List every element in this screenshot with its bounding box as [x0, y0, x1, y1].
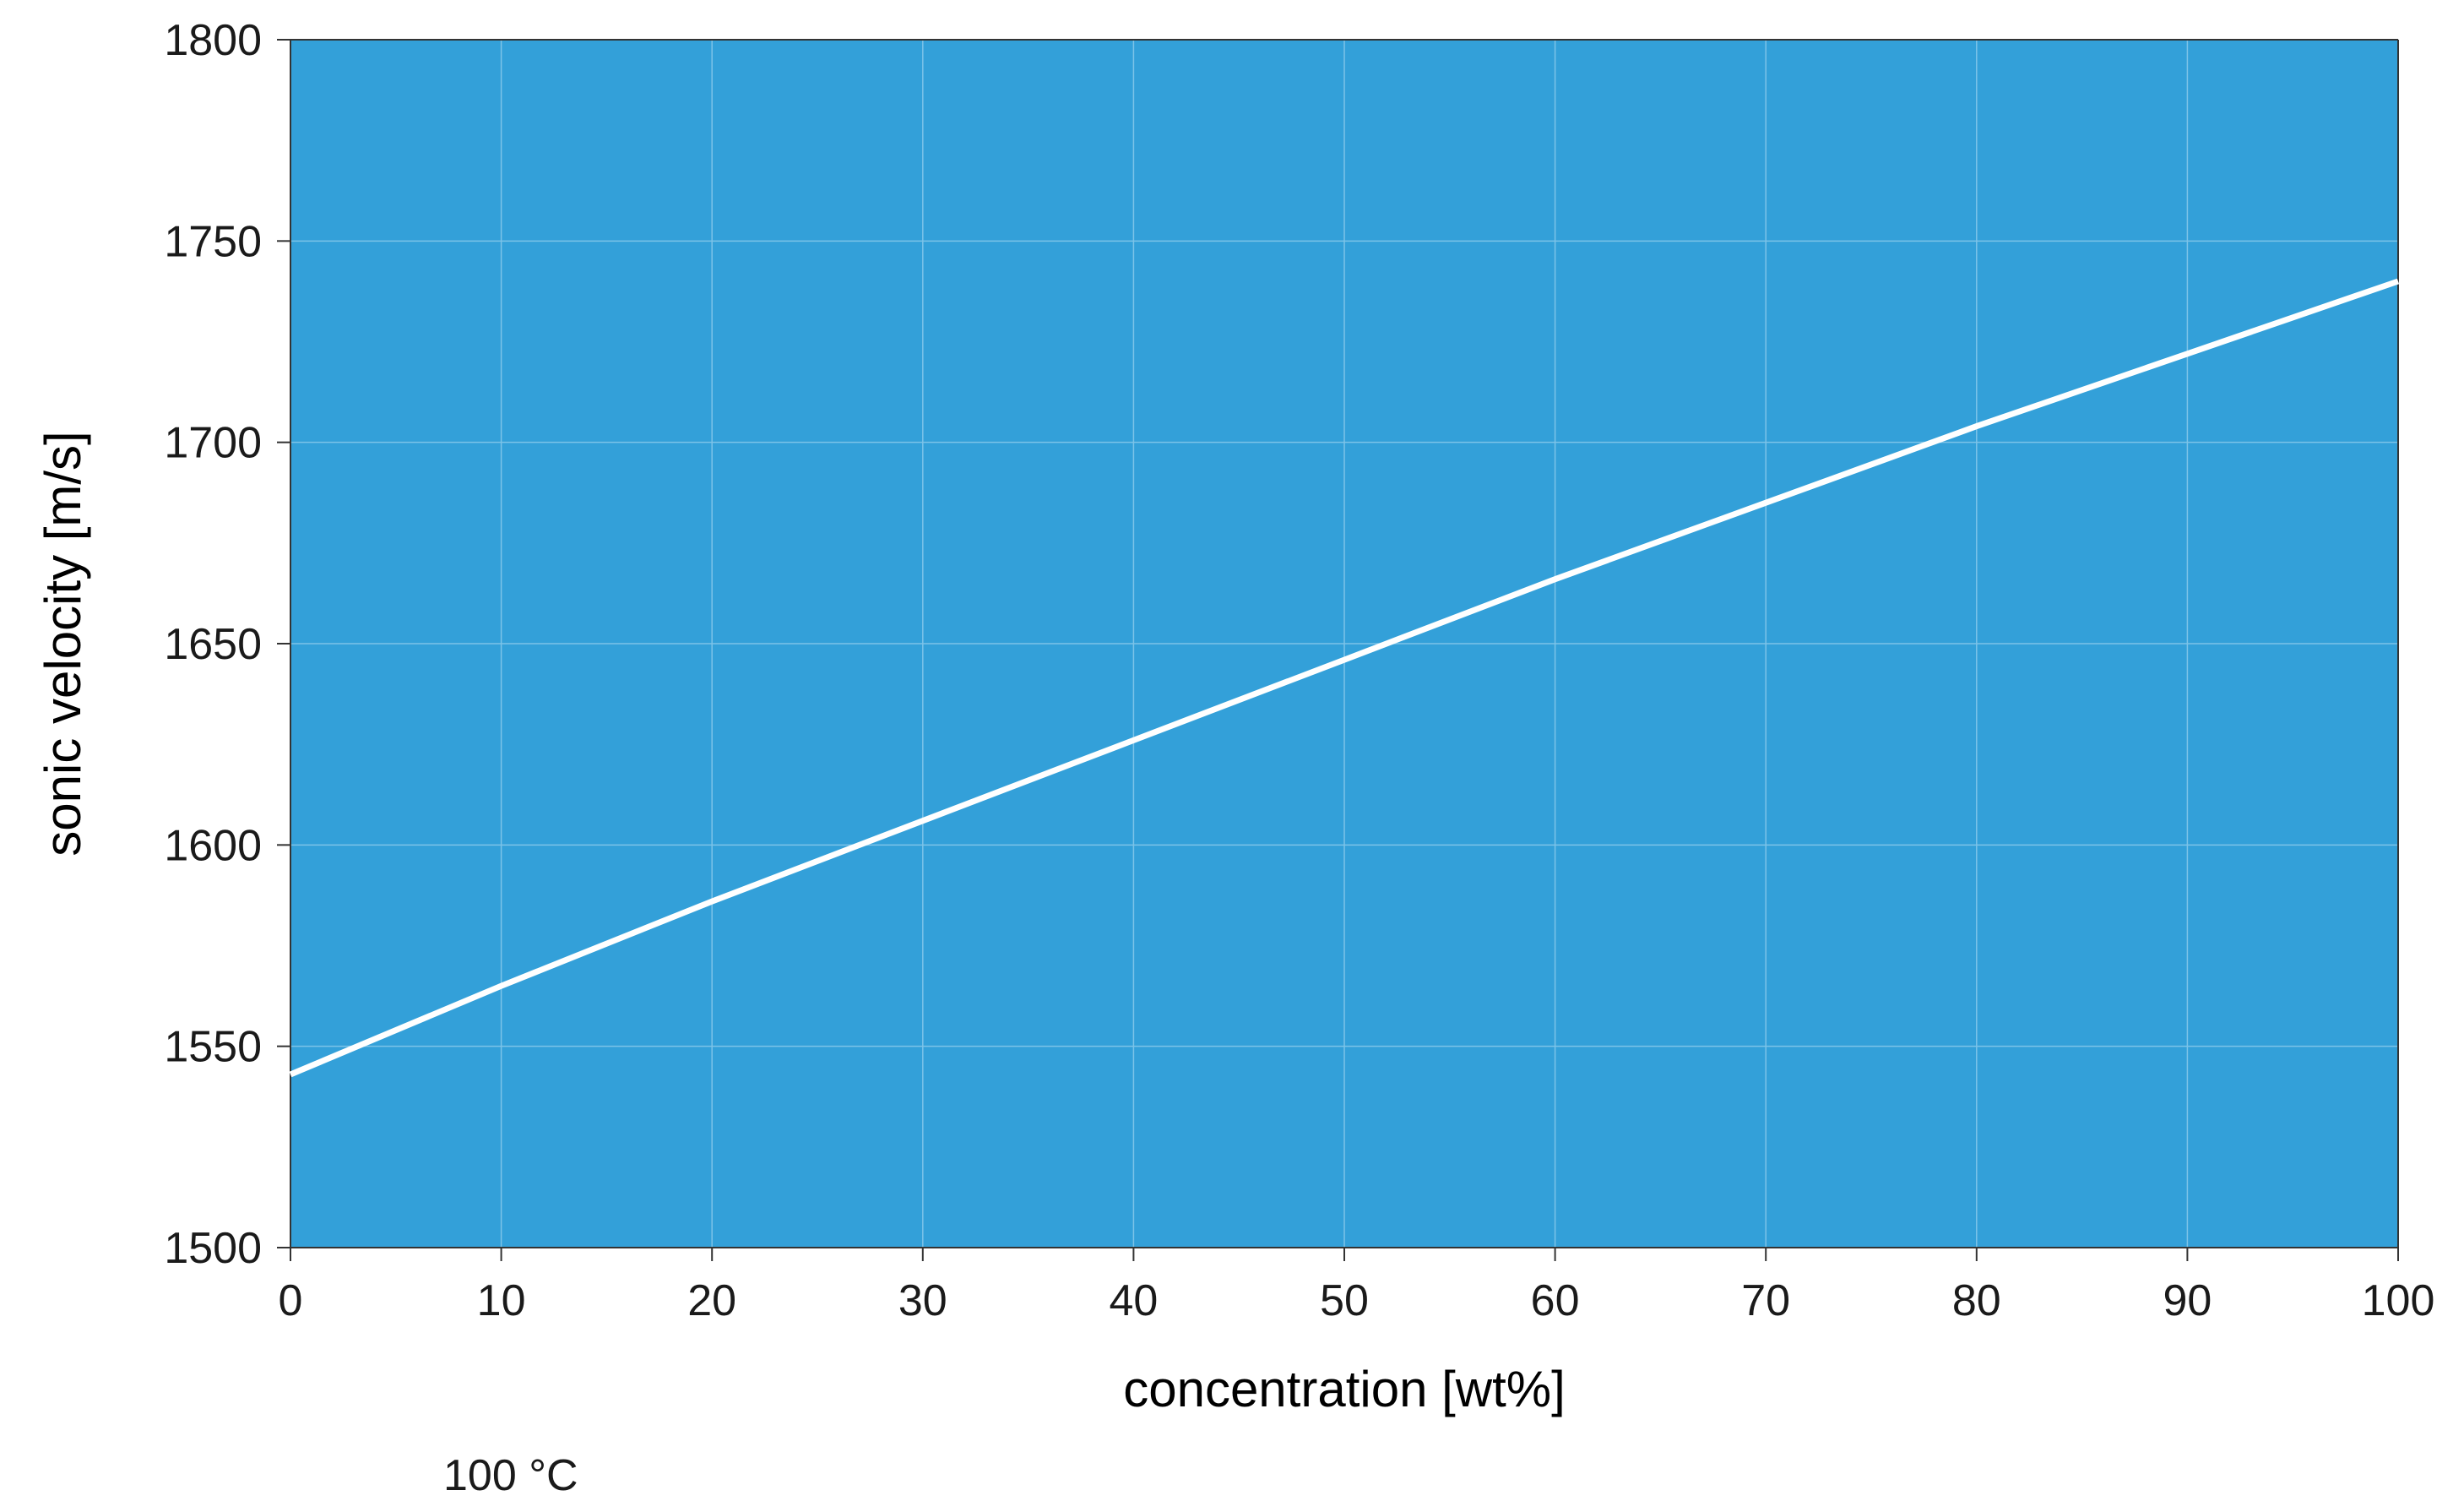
y-axis-title: sonic velocity [m/s]	[35, 431, 91, 856]
x-tick-label: 20	[687, 1276, 736, 1325]
y-tick-label: 1550	[164, 1023, 262, 1072]
x-tick-label: 70	[1741, 1276, 1790, 1325]
x-tick-label: 0	[279, 1276, 303, 1325]
x-axis-title: concentration [wt%]	[1123, 1361, 1566, 1417]
x-tick-label: 80	[1952, 1276, 2001, 1325]
x-tick-label: 30	[898, 1276, 947, 1325]
series-line	[289, 278, 2400, 1078]
y-tick-label: 1750	[164, 217, 262, 266]
x-tick-label: 90	[2163, 1276, 2212, 1325]
y-tick-label: 1700	[164, 419, 262, 468]
x-tick-label: 10	[477, 1276, 526, 1325]
y-tick-label: 1650	[164, 620, 262, 669]
y-axis-ticks: 1500 1550 1600 1650 1700 1750 1800	[164, 16, 290, 1273]
y-tick-label: 1500	[164, 1224, 262, 1273]
temperature-annotation: 100 °C	[443, 1451, 578, 1500]
x-tick-label: 100	[2362, 1276, 2435, 1325]
y-tick-label: 1800	[164, 16, 262, 65]
x-tick-label: 40	[1109, 1276, 1158, 1325]
series	[289, 278, 2400, 1078]
x-tick-label: 60	[1531, 1276, 1580, 1325]
y-tick-label: 1600	[164, 821, 262, 870]
x-tick-label: 50	[1320, 1276, 1369, 1325]
x-axis-ticks: 0 10 20 30 40 50 60 70 80 90 100	[279, 1248, 2435, 1325]
